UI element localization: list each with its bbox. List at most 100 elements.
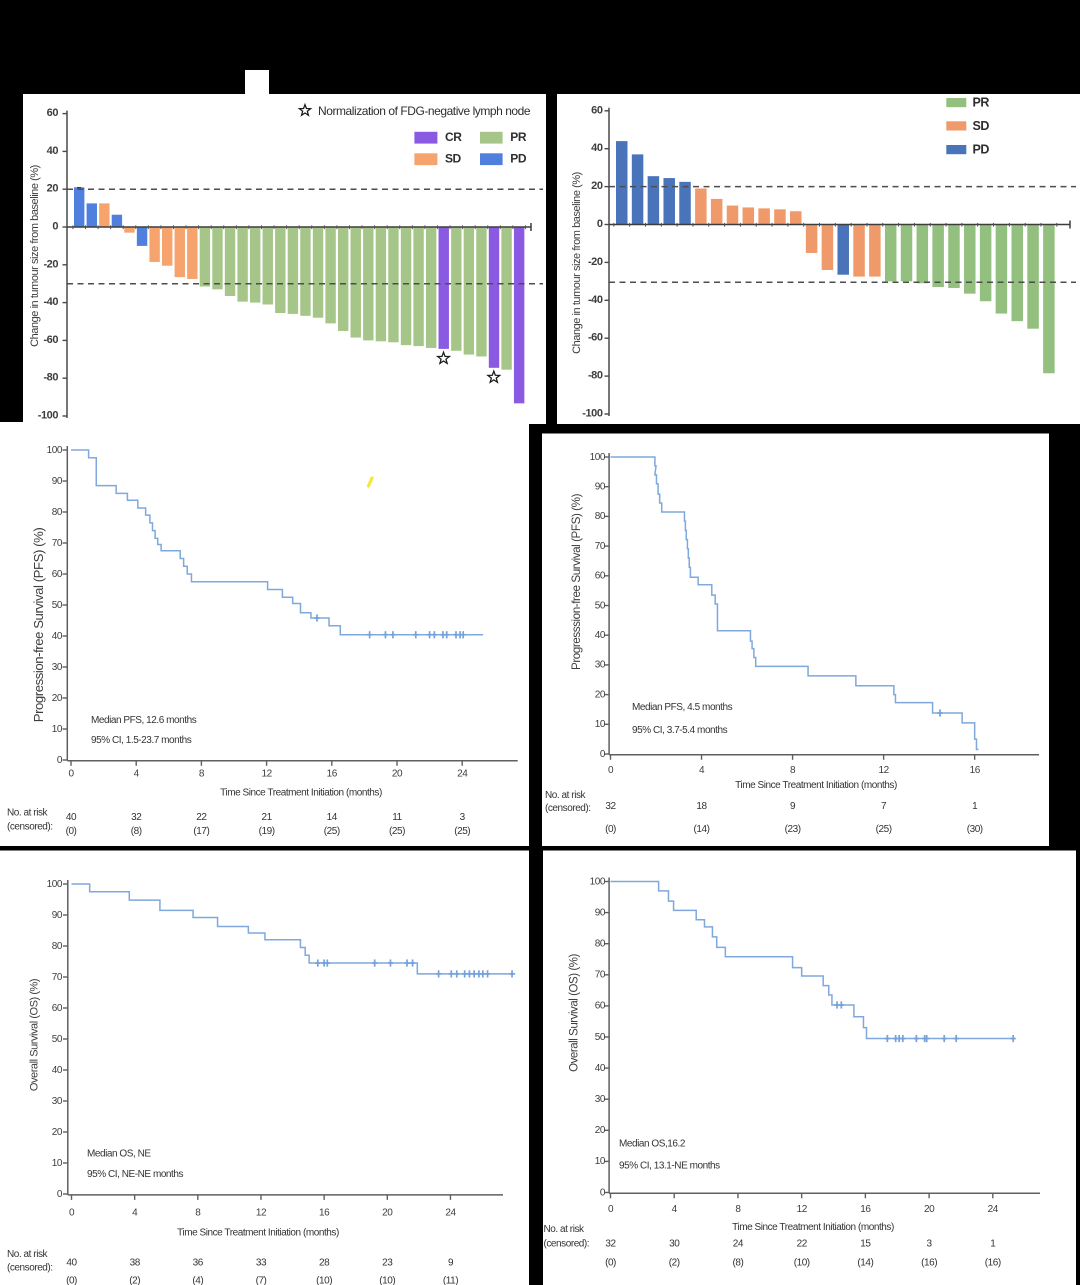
svg-text:100: 100 xyxy=(47,879,63,890)
svg-text:3: 3 xyxy=(460,812,466,823)
svg-text:(0): (0) xyxy=(605,824,616,835)
svg-text:10: 10 xyxy=(52,724,63,735)
svg-text:12: 12 xyxy=(261,769,272,780)
svg-text:Time Since Treatment Initiatio: Time Since Treatment Initiation (months) xyxy=(220,788,382,799)
svg-text:-100: -100 xyxy=(582,408,603,420)
svg-text:3: 3 xyxy=(927,1239,933,1250)
svg-text:-100: -100 xyxy=(38,410,59,422)
svg-text:PD: PD xyxy=(510,152,527,166)
svg-text:40: 40 xyxy=(66,812,77,823)
svg-text:95% CI, 1.5-23.7 months: 95% CI, 1.5-23.7 months xyxy=(91,735,192,746)
svg-text:20: 20 xyxy=(924,1204,935,1215)
svg-text:50: 50 xyxy=(595,1032,606,1043)
svg-text:8: 8 xyxy=(790,765,796,776)
svg-text:(0): (0) xyxy=(605,1258,616,1269)
svg-text:Median PFS, 12.6 months: Median PFS, 12.6 months xyxy=(91,715,197,726)
svg-text:0: 0 xyxy=(597,218,603,230)
svg-text:80: 80 xyxy=(52,507,63,518)
svg-text:Time Since Treatment Initiatio: Time Since Treatment Initiation (months) xyxy=(735,780,897,791)
svg-text:CR: CR xyxy=(445,130,462,144)
svg-text:(10): (10) xyxy=(794,1258,810,1269)
svg-text:0: 0 xyxy=(600,1187,606,1198)
svg-text:30: 30 xyxy=(595,1094,606,1105)
svg-text:-80: -80 xyxy=(588,370,603,382)
svg-text:Median PFS, 4.5 months: Median PFS, 4.5 months xyxy=(632,702,733,713)
svg-text:10: 10 xyxy=(595,719,606,730)
svg-text:33: 33 xyxy=(256,1258,267,1269)
svg-text:20: 20 xyxy=(382,1207,393,1218)
svg-text:60: 60 xyxy=(52,569,63,580)
svg-text:24: 24 xyxy=(733,1239,744,1250)
svg-text:No. at risk: No. at risk xyxy=(7,1249,49,1260)
svg-text:20: 20 xyxy=(47,183,59,195)
svg-text:8: 8 xyxy=(199,769,205,780)
svg-text:70: 70 xyxy=(595,541,606,552)
svg-text:(16): (16) xyxy=(921,1258,937,1269)
svg-text:(14): (14) xyxy=(694,824,710,835)
svg-text:-60: -60 xyxy=(588,332,603,344)
svg-text:60: 60 xyxy=(52,1003,63,1014)
svg-text:24: 24 xyxy=(988,1204,999,1215)
svg-text:(10): (10) xyxy=(316,1276,332,1285)
svg-text:-60: -60 xyxy=(43,334,58,346)
svg-text:70: 70 xyxy=(52,972,63,983)
svg-text:0: 0 xyxy=(52,221,58,233)
svg-text:SD: SD xyxy=(445,152,462,166)
svg-text:12: 12 xyxy=(878,765,889,776)
svg-text:(8): (8) xyxy=(732,1258,743,1269)
svg-text:(censored):: (censored): xyxy=(545,803,591,814)
svg-text:0: 0 xyxy=(600,749,606,760)
svg-text:0: 0 xyxy=(57,1189,63,1200)
svg-text:0: 0 xyxy=(69,1207,75,1218)
svg-text:0: 0 xyxy=(68,769,74,780)
svg-text:9: 9 xyxy=(448,1258,454,1269)
svg-text:50: 50 xyxy=(595,600,606,611)
svg-text:(17): (17) xyxy=(193,826,209,837)
svg-text:16: 16 xyxy=(860,1204,871,1215)
svg-text:4: 4 xyxy=(672,1204,678,1215)
svg-text:PR: PR xyxy=(510,130,527,144)
svg-text:40: 40 xyxy=(595,1063,606,1074)
svg-text:Median OS, NE: Median OS, NE xyxy=(87,1149,151,1160)
svg-text:Time Since Treatment Initiatio: Time Since Treatment Initiation (months) xyxy=(177,1228,339,1239)
svg-text:(7): (7) xyxy=(256,1276,267,1285)
svg-text:0: 0 xyxy=(608,1204,614,1215)
svg-text:32: 32 xyxy=(605,1239,616,1250)
svg-text:Median OS,16.2: Median OS,16.2 xyxy=(619,1139,686,1150)
svg-text:(23): (23) xyxy=(785,824,801,835)
svg-text:Normalization of FDG-negative: Normalization of FDG-negative lymph node xyxy=(318,104,531,118)
svg-text:(2): (2) xyxy=(129,1276,140,1285)
svg-text:(2): (2) xyxy=(669,1258,680,1269)
svg-text:Overall Survival (OS) (%): Overall Survival (OS) (%) xyxy=(569,953,581,1071)
svg-text:40: 40 xyxy=(47,145,59,157)
svg-text:No. at risk: No. at risk xyxy=(7,808,49,819)
svg-text:(11): (11) xyxy=(443,1276,458,1285)
svg-text:80: 80 xyxy=(595,939,606,950)
svg-text:18: 18 xyxy=(696,801,707,812)
svg-text:Change in tumour size from bas: Change in tumour size from baseline (%) xyxy=(571,172,583,354)
svg-text:16: 16 xyxy=(970,765,981,776)
svg-text:40: 40 xyxy=(591,142,603,154)
svg-text:PR: PR xyxy=(973,96,990,110)
svg-text:-40: -40 xyxy=(43,296,58,308)
svg-text:(25): (25) xyxy=(454,826,470,837)
svg-text:28: 28 xyxy=(319,1258,330,1269)
svg-text:(0): (0) xyxy=(66,1276,77,1285)
svg-text:10: 10 xyxy=(52,1158,63,1169)
svg-text:40: 40 xyxy=(595,630,606,641)
svg-text:4: 4 xyxy=(132,1207,138,1218)
svg-text:38: 38 xyxy=(130,1258,141,1269)
svg-text:(10): (10) xyxy=(379,1276,395,1285)
svg-text:(25): (25) xyxy=(389,826,405,837)
svg-text:14: 14 xyxy=(327,812,338,823)
svg-text:0: 0 xyxy=(608,765,614,776)
svg-text:100: 100 xyxy=(47,445,63,456)
svg-text:(19): (19) xyxy=(259,826,275,837)
svg-text:32: 32 xyxy=(131,812,142,823)
svg-text:22: 22 xyxy=(196,812,207,823)
svg-text:No. at risk: No. at risk xyxy=(544,1224,586,1235)
svg-text:20: 20 xyxy=(595,689,606,700)
svg-text:16: 16 xyxy=(327,769,338,780)
svg-text:40: 40 xyxy=(66,1258,77,1269)
svg-text:10: 10 xyxy=(595,1156,606,1167)
